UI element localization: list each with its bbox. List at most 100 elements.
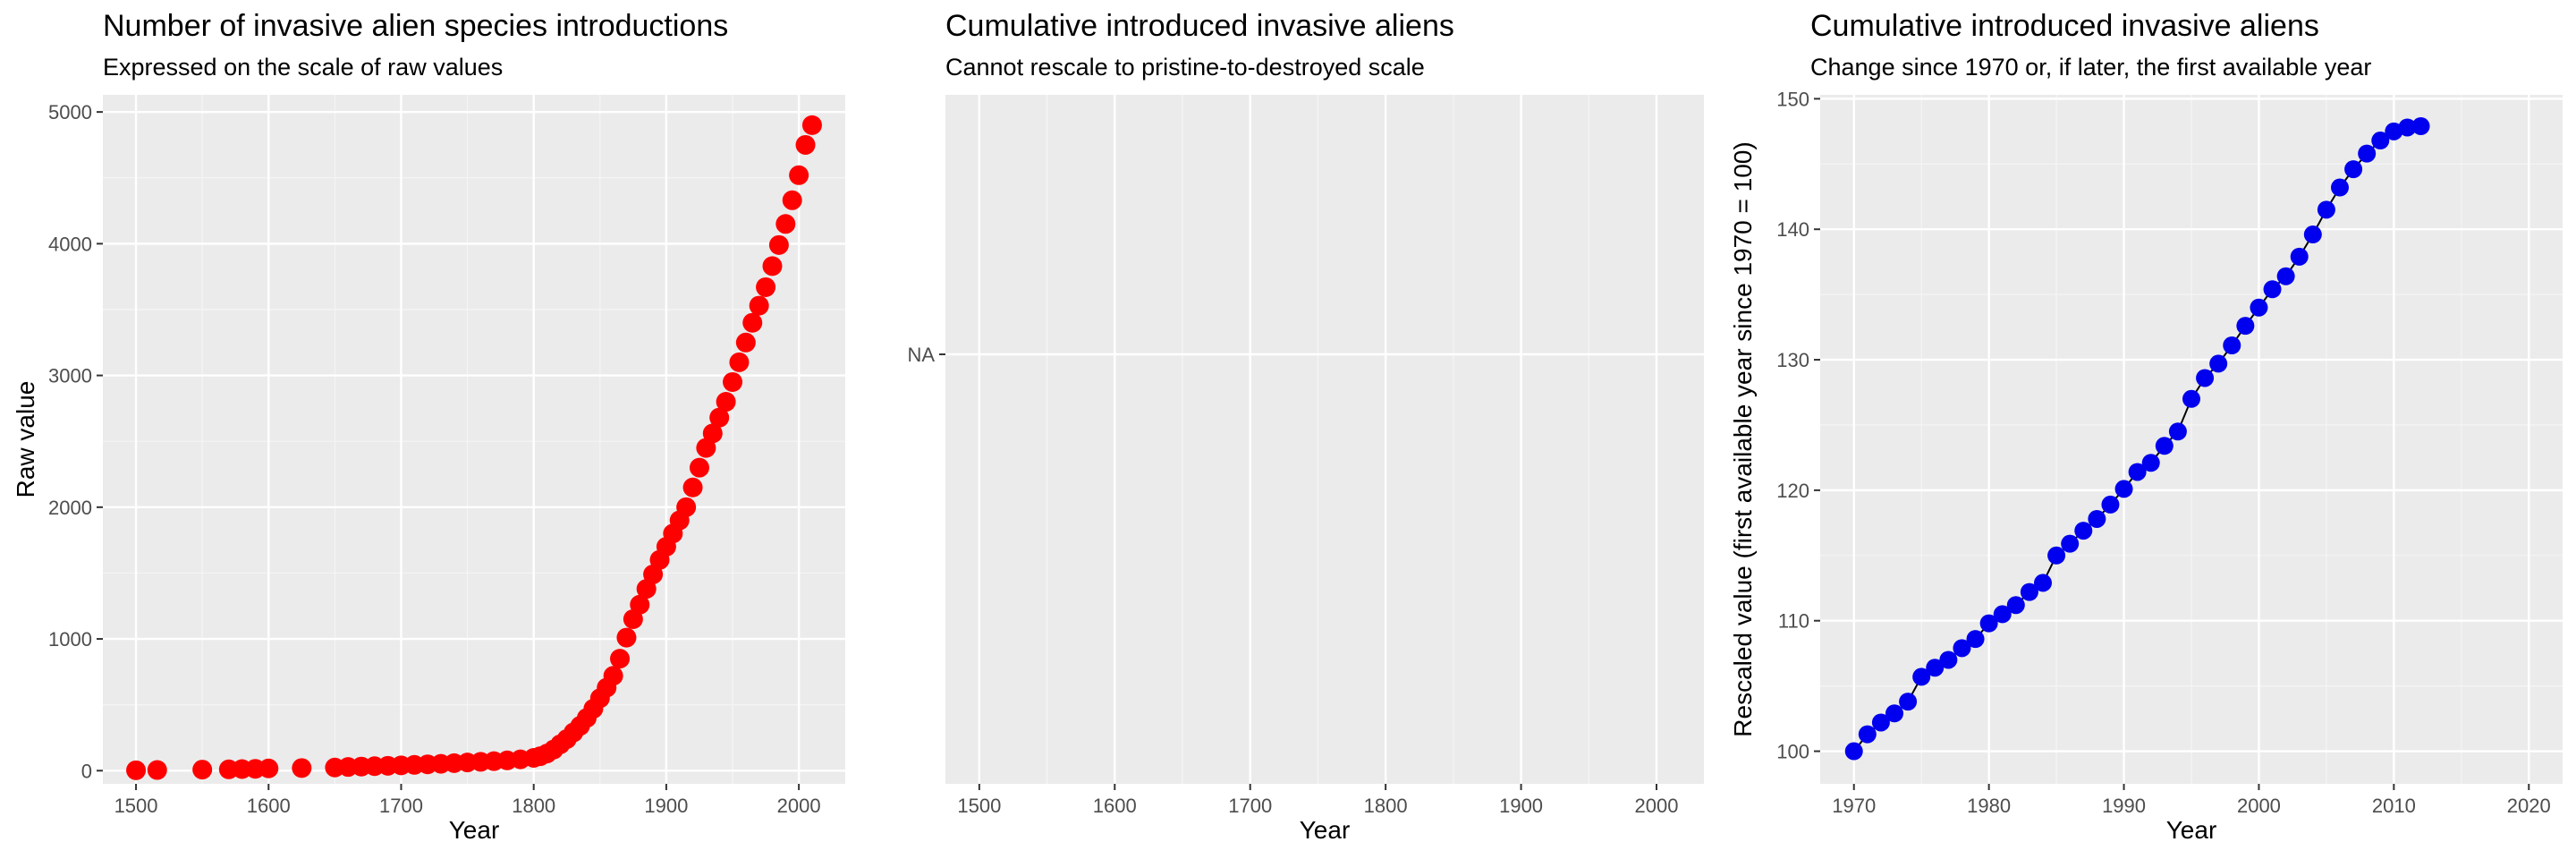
y-tick-label: NA: [907, 344, 935, 366]
data-point: [2101, 495, 2120, 514]
data-point: [610, 649, 631, 669]
data-point: [2196, 369, 2215, 387]
panel-3-subtitle: Change since 1970 or, if later, the firs…: [1810, 54, 2371, 81]
x-tick-label: 1500: [114, 795, 158, 817]
data-point: [801, 115, 822, 135]
x-tick-label: 1990: [2102, 795, 2146, 817]
y-tick-label: 100: [1776, 741, 1809, 763]
y-tick-label: 110: [1778, 610, 1809, 633]
y-tick-label: 0: [81, 760, 92, 782]
data-point: [2263, 280, 2282, 299]
data-point: [1953, 639, 1971, 658]
data-point: [2088, 509, 2106, 528]
data-point: [1885, 704, 1903, 723]
data-point: [2155, 437, 2174, 455]
data-point: [2276, 267, 2295, 285]
x-tick-label: 2000: [2237, 795, 2281, 817]
y-tick-label: 130: [1776, 349, 1809, 371]
panel-1-subtitle: Expressed on the scale of raw values: [103, 54, 503, 81]
panel-3-ticks: 1970 1980 1990 2000 2010 2020 100 110 120 130 140 1…: [1776, 88, 2550, 817]
y-tick-label: 150: [1776, 88, 1809, 110]
data-point: [2209, 354, 2228, 373]
data-point: [1899, 693, 1918, 711]
data-point: [616, 627, 637, 648]
data-point: [2290, 247, 2309, 266]
panel-2-gridlines: [945, 95, 1704, 784]
data-point: [1939, 651, 1958, 669]
data-point: [723, 371, 743, 392]
x-tick-label: 1800: [1364, 795, 1408, 817]
data-point: [709, 407, 730, 428]
data-point: [2236, 317, 2255, 336]
data-point: [2061, 534, 2080, 553]
data-point: [2047, 546, 2066, 565]
y-tick-label: 4000: [48, 233, 92, 255]
y-tick-label: 1000: [48, 628, 92, 651]
panel-rescaled-values: Cumulative introduced invasive aliens Ch…: [1729, 9, 2563, 844]
data-point: [2250, 298, 2268, 317]
x-tick-label: 2020: [2507, 795, 2551, 817]
data-point: [756, 276, 776, 297]
data-point: [768, 234, 789, 255]
data-point: [782, 190, 802, 210]
data-point: [735, 332, 756, 353]
panel-2-title: Cumulative introduced invasive aliens: [945, 9, 1454, 43]
panel-1-title: Number of invasive alien species introdu…: [103, 9, 728, 43]
data-point: [1993, 605, 2012, 624]
data-point: [742, 312, 763, 333]
data-point: [2141, 454, 2160, 472]
x-tick-label: 2000: [1635, 795, 1679, 817]
data-point: [126, 760, 147, 780]
data-point: [716, 392, 736, 412]
y-tick-label: 120: [1776, 480, 1809, 502]
panel-1-x-axis-title: Year: [449, 816, 500, 844]
data-point: [603, 666, 623, 686]
panel-3-x-axis-title: Year: [2166, 816, 2217, 844]
data-point: [1844, 742, 1863, 761]
data-point: [292, 758, 312, 778]
data-point: [1858, 725, 1877, 744]
data-point: [749, 295, 769, 316]
data-point: [1979, 614, 1998, 633]
data-point: [2344, 160, 2363, 179]
x-tick-label: 2010: [2372, 795, 2416, 817]
data-point: [2223, 336, 2241, 354]
data-point: [2411, 117, 2430, 135]
x-tick-label: 1600: [247, 795, 291, 817]
panel-1-ticks: 1500 1600 1700 1800 1900 2000 0 1000 2000 3000 400…: [48, 101, 821, 817]
x-tick-label: 1700: [379, 795, 423, 817]
data-point: [2128, 463, 2147, 481]
data-point: [2358, 144, 2377, 163]
panel-2-subtitle: Cannot rescale to pristine-to-destroyed …: [945, 54, 1425, 81]
data-point: [630, 594, 650, 615]
data-point: [2303, 225, 2322, 244]
x-tick-label: 1900: [644, 795, 688, 817]
data-point: [1871, 713, 1890, 732]
data-point: [789, 165, 809, 185]
data-point: [1926, 659, 1945, 677]
data-point: [2074, 522, 2093, 540]
panel-pristine-scale: Cumulative introduced invasive aliens Ca…: [907, 9, 1704, 844]
data-point: [762, 256, 783, 276]
data-point: [775, 214, 796, 234]
data-point: [2020, 583, 2038, 601]
x-tick-label: 1980: [1967, 795, 2011, 817]
panel-2-x-axis-title: Year: [1300, 816, 1351, 844]
data-point: [2385, 122, 2403, 140]
data-point: [689, 457, 709, 478]
data-point: [1912, 668, 1931, 686]
data-point: [702, 423, 723, 444]
data-point: [2182, 389, 2200, 408]
x-tick-label: 1700: [1228, 795, 1272, 817]
data-point: [147, 760, 167, 780]
data-point: [2006, 596, 2025, 615]
panel-3-title: Cumulative introduced invasive aliens: [1810, 9, 2319, 43]
y-tick-label: 3000: [48, 365, 92, 387]
y-tick-label: 2000: [48, 497, 92, 519]
panel-3-y-axis-title: Rescaled value (first available year sin…: [1729, 141, 1757, 736]
data-point: [1966, 630, 1985, 649]
panel-1-data-points: [126, 115, 822, 780]
data-point: [729, 352, 750, 372]
data-point: [2371, 132, 2390, 150]
